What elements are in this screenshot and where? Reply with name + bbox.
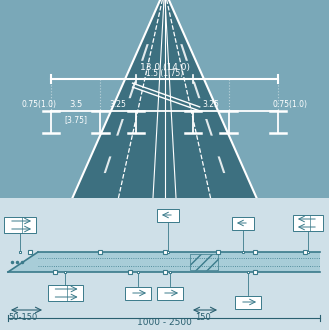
- Polygon shape: [193, 82, 200, 98]
- Polygon shape: [0, 0, 164, 89]
- Text: [3.75]: [3.75]: [64, 115, 87, 124]
- Text: 0.75(1.0): 0.75(1.0): [21, 100, 56, 109]
- Text: 13.0 (14.0): 13.0 (14.0): [139, 63, 190, 72]
- Text: 3.25: 3.25: [202, 100, 219, 109]
- Polygon shape: [141, 44, 149, 61]
- FancyBboxPatch shape: [232, 216, 254, 229]
- Polygon shape: [116, 119, 124, 136]
- Polygon shape: [164, 0, 329, 198]
- FancyBboxPatch shape: [293, 215, 323, 231]
- Polygon shape: [180, 44, 188, 61]
- Text: 1000 - 2500: 1000 - 2500: [137, 318, 191, 327]
- FancyBboxPatch shape: [235, 295, 261, 309]
- Polygon shape: [0, 0, 164, 198]
- FancyBboxPatch shape: [125, 286, 151, 300]
- Polygon shape: [164, 0, 329, 89]
- Polygon shape: [217, 156, 225, 173]
- Text: 1.5 (1.75): 1.5 (1.75): [146, 69, 183, 78]
- Text: 3.25: 3.25: [110, 100, 127, 109]
- Polygon shape: [72, 0, 257, 198]
- FancyBboxPatch shape: [157, 209, 179, 221]
- Text: 3.5: 3.5: [69, 100, 82, 109]
- Text: 0.75(1.0): 0.75(1.0): [273, 100, 308, 109]
- Polygon shape: [205, 119, 213, 136]
- Polygon shape: [104, 156, 112, 173]
- Polygon shape: [129, 82, 136, 98]
- FancyBboxPatch shape: [157, 286, 183, 300]
- FancyBboxPatch shape: [47, 285, 83, 301]
- Text: 50-150: 50-150: [8, 313, 37, 322]
- Text: 150: 150: [195, 313, 211, 322]
- FancyBboxPatch shape: [4, 217, 36, 233]
- Polygon shape: [8, 252, 320, 272]
